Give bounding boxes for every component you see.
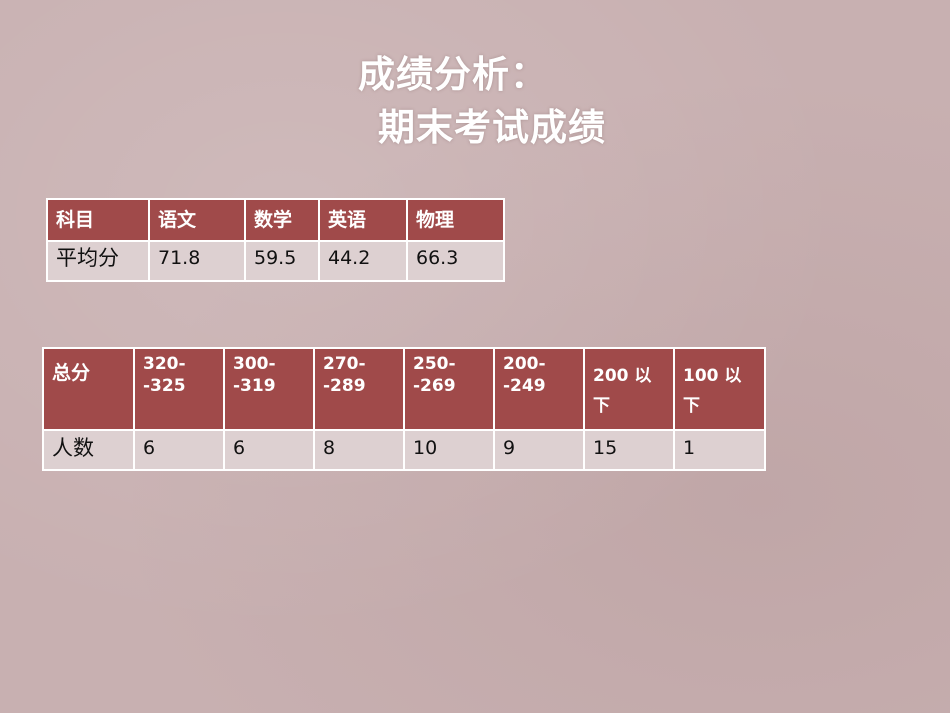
cell: 9	[493, 429, 585, 471]
cell: 8	[313, 429, 405, 471]
header-cell: 100 以下	[673, 347, 766, 431]
table-header-row: 总分 320--325 300--319 270--289 250--269 2…	[42, 347, 766, 431]
header-cell: 320--325	[133, 347, 225, 431]
header-cell: 科目	[46, 198, 150, 242]
header-cell: 总分	[42, 347, 135, 431]
slide-title-line2: 期末考试成绩	[378, 106, 606, 149]
header-cell: 物理	[406, 198, 505, 242]
table-row: 平均分 71.8 59.5 44.2 66.3	[46, 240, 505, 282]
table-row: 人数 6 6 8 10 9 15 1	[42, 429, 766, 471]
cell: 6	[133, 429, 225, 471]
cell: 44.2	[318, 240, 408, 282]
cell: 6	[223, 429, 315, 471]
cell: 1	[673, 429, 766, 471]
header-cell: 300--319	[223, 347, 315, 431]
header-cell: 语文	[148, 198, 246, 242]
cell: 10	[403, 429, 495, 471]
header-cell: 250--269	[403, 347, 495, 431]
header-cell: 200--249	[493, 347, 585, 431]
cell: 59.5	[244, 240, 320, 282]
header-cell: 英语	[318, 198, 408, 242]
header-cell: 200 以下	[583, 347, 675, 431]
table-header-row: 科目 语文 数学 英语 物理	[46, 198, 505, 242]
subject-average-table: 科目 语文 数学 英语 物理 平均分 71.8 59.5 44.2 66.3	[46, 198, 505, 282]
row-label: 人数	[42, 429, 135, 471]
cell: 71.8	[148, 240, 246, 282]
cell: 15	[583, 429, 675, 471]
header-cell: 数学	[244, 198, 320, 242]
cell: 66.3	[406, 240, 505, 282]
slide-title-line1: 成绩分析：	[358, 53, 548, 96]
row-label: 平均分	[46, 240, 150, 282]
score-distribution-table: 总分 320--325 300--319 270--289 250--269 2…	[42, 347, 766, 471]
header-cell: 270--289	[313, 347, 405, 431]
